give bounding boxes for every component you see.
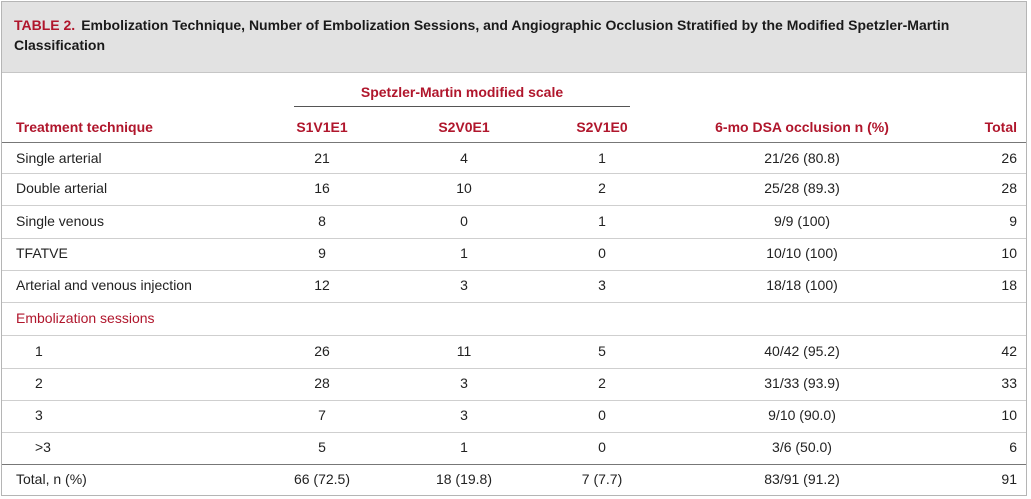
table-cell: 9 bbox=[1009, 213, 1017, 229]
table-cell: 5 bbox=[318, 439, 326, 455]
row-divider bbox=[2, 432, 1026, 433]
row-divider bbox=[2, 238, 1026, 239]
table-cell: 10 bbox=[1001, 407, 1017, 423]
table-cell: 1 bbox=[460, 245, 468, 261]
table-cell: 3/6 (50.0) bbox=[772, 439, 832, 455]
table-cell: 10/10 (100) bbox=[766, 245, 838, 261]
row-divider bbox=[2, 302, 1026, 303]
row-label: 1 bbox=[35, 343, 43, 359]
table-cell: 0 bbox=[598, 439, 606, 455]
table-cell: 21 bbox=[314, 150, 330, 166]
section-label: Embolization sessions bbox=[16, 310, 155, 326]
table-cell: 3 bbox=[460, 407, 468, 423]
table-cell: 6 bbox=[1009, 439, 1017, 455]
group-header: Spetzler-Martin modified scale bbox=[360, 84, 564, 100]
table-cell: 2 bbox=[598, 180, 606, 196]
row-label: TFATVE bbox=[16, 245, 68, 261]
row-label: Total, n (%) bbox=[16, 471, 87, 487]
table-caption: TABLE 2. Embolization Technique, Number o… bbox=[2, 2, 1026, 73]
table-cell: 11 bbox=[456, 343, 472, 359]
table-cell: 12 bbox=[314, 277, 330, 293]
column-header: S2V1E0 bbox=[576, 119, 628, 135]
table-cell: 33 bbox=[1001, 375, 1017, 391]
row-label: 2 bbox=[35, 375, 43, 391]
row-label: >3 bbox=[35, 439, 51, 455]
table-cell: 10 bbox=[1001, 245, 1017, 261]
table-cell: 8 bbox=[318, 213, 326, 229]
table-cell: 7 bbox=[318, 407, 326, 423]
group-header-rule bbox=[294, 106, 630, 107]
table-cell: 1 bbox=[598, 213, 606, 229]
table-cell: 91 bbox=[1001, 471, 1017, 487]
row-divider bbox=[2, 464, 1026, 465]
table-cell: 1 bbox=[460, 439, 468, 455]
table-cell: 3 bbox=[598, 277, 606, 293]
header-divider bbox=[2, 142, 1026, 143]
row-label: Double arterial bbox=[16, 180, 108, 196]
column-header: Total bbox=[984, 119, 1017, 135]
row-divider bbox=[2, 335, 1026, 336]
column-header: Treatment technique bbox=[16, 119, 153, 135]
table-cell: 10 bbox=[456, 180, 472, 196]
table-cell: 16 bbox=[314, 180, 330, 196]
row-divider bbox=[2, 400, 1026, 401]
table-cell: 40/42 (95.2) bbox=[764, 343, 840, 359]
table-label: TABLE 2. bbox=[14, 17, 76, 33]
column-header: 6-mo DSA occlusion n (%) bbox=[715, 119, 889, 135]
row-divider bbox=[2, 205, 1026, 206]
row-divider bbox=[2, 270, 1026, 271]
table-cell: 26 bbox=[1001, 150, 1017, 166]
table-cell: 9 bbox=[318, 245, 326, 261]
table-cell: 42 bbox=[1001, 343, 1017, 359]
table-cell: 9/9 (100) bbox=[773, 213, 831, 229]
row-label: Arterial and venous injection bbox=[16, 277, 192, 293]
table-cell: 2 bbox=[598, 375, 606, 391]
row-divider bbox=[2, 368, 1026, 369]
table-cell: 26 bbox=[314, 343, 330, 359]
table-title: Embolization Technique, Number of Emboli… bbox=[14, 17, 950, 53]
table-cell: 7 (7.7) bbox=[581, 471, 623, 487]
column-header: S2V0E1 bbox=[438, 119, 490, 135]
table-cell: 21/26 (80.8) bbox=[764, 150, 840, 166]
table-cell: 18/18 (100) bbox=[766, 277, 838, 293]
table-cell: 28 bbox=[1001, 180, 1017, 196]
row-label: Single arterial bbox=[16, 150, 102, 166]
table-cell: 83/91 (91.2) bbox=[764, 471, 840, 487]
row-label: 3 bbox=[35, 407, 43, 423]
table-cell: 9/10 (90.0) bbox=[768, 407, 836, 423]
table-cell: 28 bbox=[314, 375, 330, 391]
table-cell: 66 (72.5) bbox=[293, 471, 351, 487]
column-header: S1V1E1 bbox=[296, 119, 348, 135]
row-divider bbox=[2, 173, 1026, 174]
table-cell: 18 (19.8) bbox=[435, 471, 493, 487]
table-cell: 0 bbox=[598, 245, 606, 261]
table-cell: 5 bbox=[598, 343, 606, 359]
table-cell: 25/28 (89.3) bbox=[764, 180, 840, 196]
row-label: Single venous bbox=[16, 213, 104, 229]
table-cell: 3 bbox=[460, 375, 468, 391]
table-cell: 0 bbox=[460, 213, 468, 229]
table-cell: 31/33 (93.9) bbox=[764, 375, 840, 391]
table-cell: 4 bbox=[460, 150, 468, 166]
table-cell: 3 bbox=[460, 277, 468, 293]
table-cell: 1 bbox=[598, 150, 606, 166]
table-cell: 0 bbox=[598, 407, 606, 423]
table-cell: 18 bbox=[1001, 277, 1017, 293]
